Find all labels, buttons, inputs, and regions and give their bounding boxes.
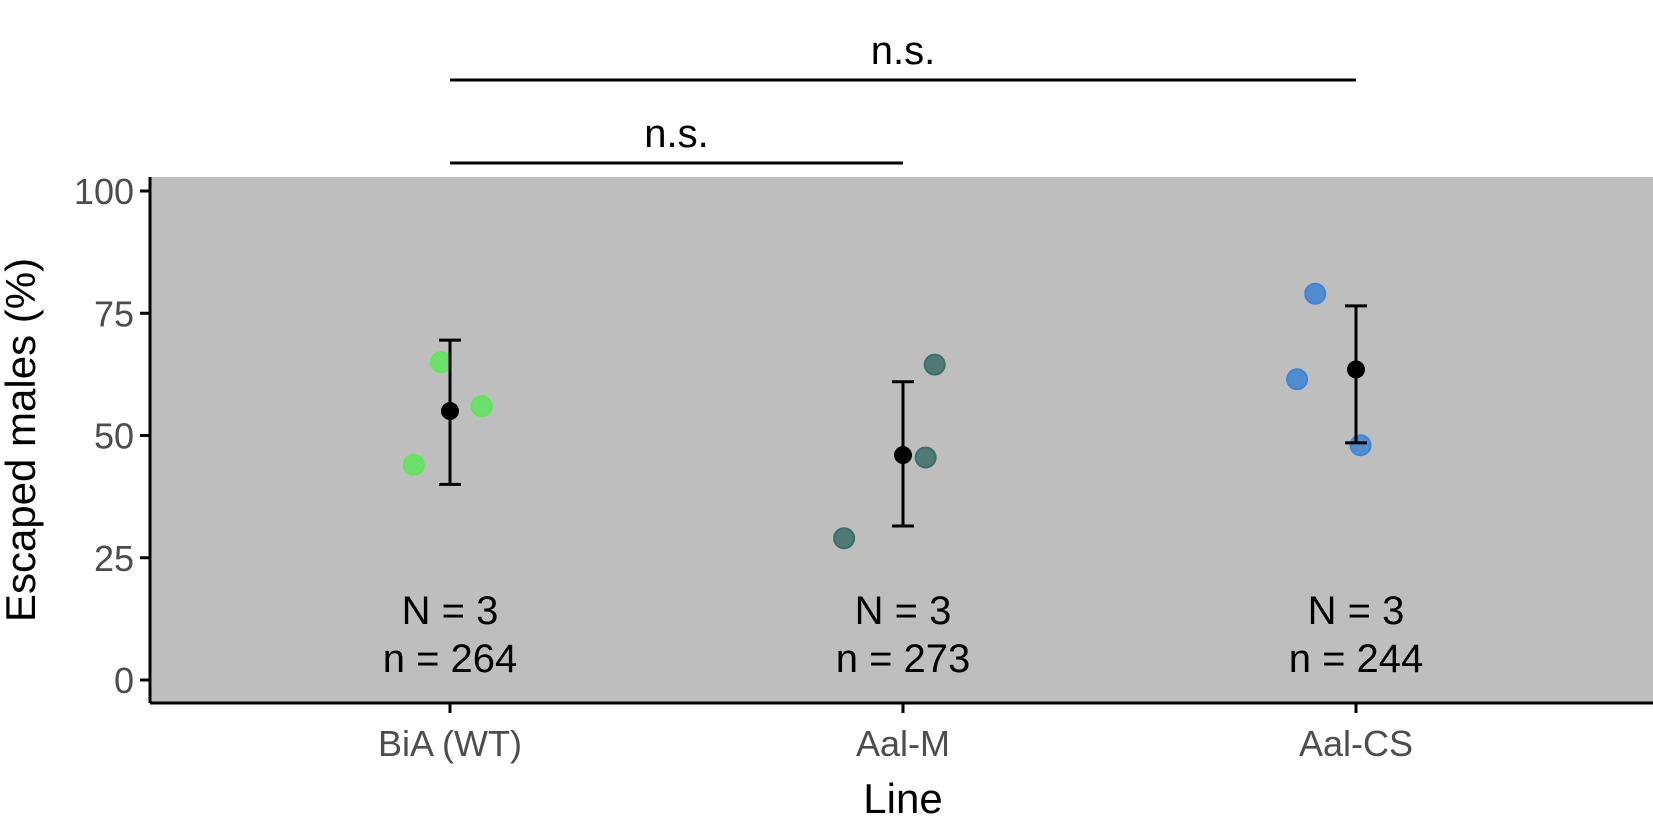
y-tick-label: 100 <box>74 171 134 212</box>
data-point <box>1304 282 1327 305</box>
data-point <box>470 395 493 418</box>
group-n-label: n = 264 <box>383 637 518 681</box>
group: N = 3n = 244 <box>1286 282 1424 681</box>
x-tick-label: Aal-M <box>856 723 950 764</box>
mean-point <box>894 446 912 465</box>
y-axis-title: Escaped males (%) <box>0 258 44 622</box>
group-N-label: N = 3 <box>855 589 952 633</box>
y-axis: 0 25 50 75 100 <box>74 171 152 703</box>
x-tick-label: Aal-CS <box>1299 723 1413 764</box>
y-tick-label: 50 <box>94 416 134 457</box>
x-tick-label: BiA (WT) <box>378 723 522 764</box>
comparison-brackets: n.s. n.s. <box>450 29 1356 165</box>
x-axis: BiA (WT) Aal-M Aal-CS <box>150 701 1653 764</box>
y-tick-label: 0 <box>114 660 134 701</box>
x-axis-title: Line <box>863 775 942 822</box>
group-n-label: n = 273 <box>836 637 971 681</box>
y-tick-label: 75 <box>94 293 134 334</box>
group: N = 3n = 264 <box>383 338 518 681</box>
data-point <box>429 351 452 374</box>
data-point <box>402 453 425 476</box>
comparison-label: n.s. <box>644 112 708 156</box>
mean-point <box>441 402 459 421</box>
data-point <box>1286 368 1309 391</box>
data-point <box>833 527 856 550</box>
data-point <box>914 446 937 469</box>
data-point <box>923 353 946 376</box>
comparison-label: n.s. <box>871 29 935 73</box>
data-point <box>1349 434 1372 457</box>
group-N-label: N = 3 <box>1308 589 1405 633</box>
group-N-label: N = 3 <box>402 589 499 633</box>
group: N = 3n = 273 <box>833 353 971 681</box>
y-tick-label: 25 <box>94 538 134 579</box>
group-n-label: n = 244 <box>1289 637 1424 681</box>
mean-point <box>1347 360 1365 379</box>
